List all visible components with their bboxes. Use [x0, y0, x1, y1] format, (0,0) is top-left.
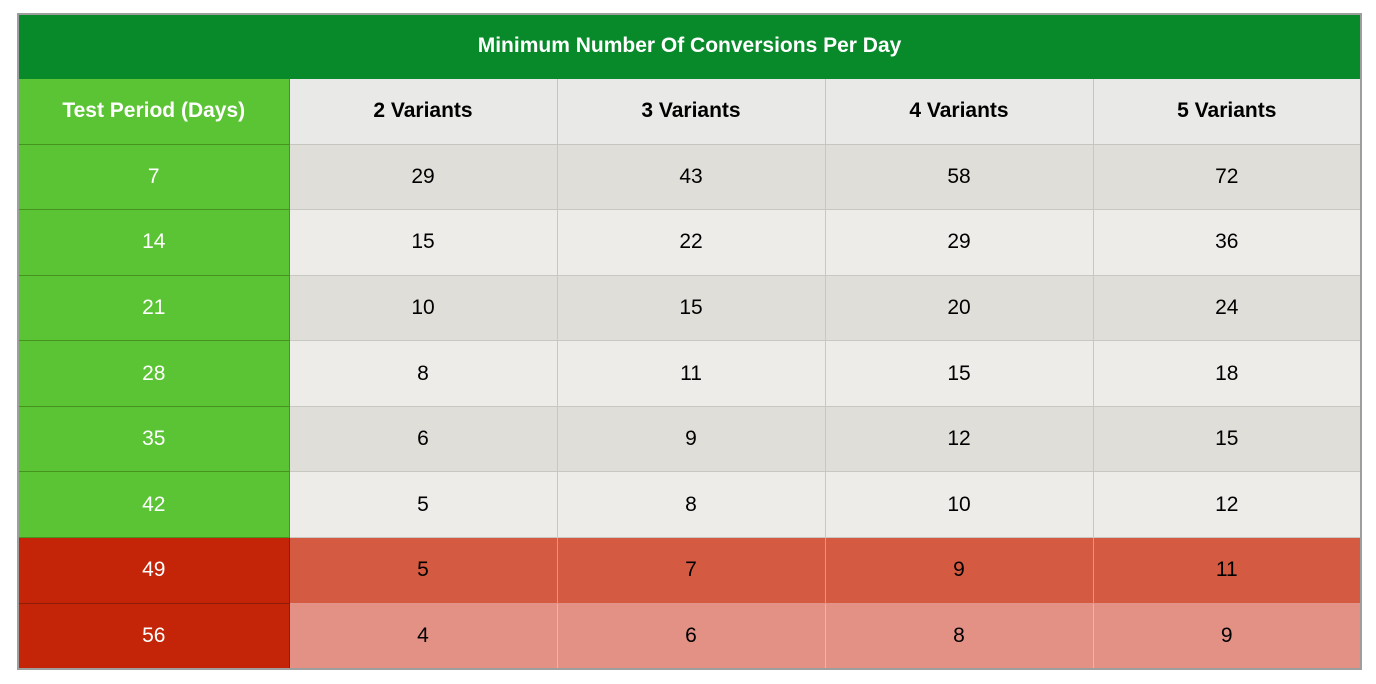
column-header-test-period: Test Period (Days): [17, 77, 290, 145]
period-cell-28: 28: [17, 340, 290, 407]
table-row-7: 7 29 43 58 72: [17, 143, 1362, 211]
table-row-42: 42 5 8 10 12: [17, 471, 1362, 539]
period-cell-35: 35: [17, 405, 290, 473]
table-body: 7 29 43 58 72 14 15 22 29 36 21 10 15 20 24 28 8 11 15 18 35…: [17, 143, 1362, 670]
value-cell: 24: [1092, 274, 1362, 342]
value-cell: 8: [824, 602, 1094, 670]
header-row: Test Period (Days) 2 Variants 3 Variants 4 …: [17, 77, 1362, 145]
value-cell: 12: [824, 405, 1094, 473]
value-cell: 72: [1092, 143, 1362, 211]
table-row-21: 21 10 15 20 24: [17, 274, 1362, 342]
value-cell: 9: [824, 537, 1094, 604]
table-row-56: 56 4 6 8 9: [17, 602, 1362, 670]
value-cell: 43: [556, 143, 826, 211]
table-row-28: 28 8 11 15 18: [17, 340, 1362, 407]
value-cell: 36: [1092, 209, 1362, 276]
column-header-5-variants: 5 Variants: [1092, 77, 1362, 145]
value-cell: 29: [288, 143, 558, 211]
table-row-35: 35 6 9 12 15: [17, 405, 1362, 473]
period-cell-42: 42: [17, 471, 290, 539]
period-cell-14: 14: [17, 209, 290, 276]
value-cell: 20: [824, 274, 1094, 342]
table-title: Minimum Number Of Conversions Per Day: [17, 13, 1362, 79]
value-cell: 11: [1092, 537, 1362, 604]
value-cell: 18: [1092, 340, 1362, 407]
value-cell: 9: [556, 405, 826, 473]
value-cell: 9: [1092, 602, 1362, 670]
title-row: Minimum Number Of Conversions Per Day: [17, 13, 1362, 79]
value-cell: 15: [288, 209, 558, 276]
conversions-table: Minimum Number Of Conversions Per Day Te…: [17, 13, 1363, 670]
value-cell: 8: [288, 340, 558, 407]
period-cell-7: 7: [17, 143, 290, 211]
value-cell: 11: [556, 340, 826, 407]
column-header-2-variants: 2 Variants: [288, 77, 558, 145]
value-cell: 5: [288, 471, 558, 539]
table-row-14: 14 15 22 29 36: [17, 209, 1362, 276]
value-cell: 15: [824, 340, 1094, 407]
value-cell: 4: [288, 602, 558, 670]
value-cell: 15: [1092, 405, 1362, 473]
value-cell: 29: [824, 209, 1094, 276]
value-cell: 10: [288, 274, 558, 342]
value-cell: 15: [556, 274, 826, 342]
value-cell: 12: [1092, 471, 1362, 539]
value-cell: 22: [556, 209, 826, 276]
period-cell-21: 21: [17, 274, 290, 342]
value-cell: 6: [556, 602, 826, 670]
value-cell: 5: [288, 537, 558, 604]
period-cell-56: 56: [17, 602, 290, 670]
column-header-3-variants: 3 Variants: [556, 77, 826, 145]
period-cell-49: 49: [17, 537, 290, 604]
column-header-4-variants: 4 Variants: [824, 77, 1094, 145]
value-cell: 6: [288, 405, 558, 473]
value-cell: 58: [824, 143, 1094, 211]
value-cell: 8: [556, 471, 826, 539]
value-cell: 7: [556, 537, 826, 604]
value-cell: 10: [824, 471, 1094, 539]
table-row-49: 49 5 7 9 11: [17, 537, 1362, 604]
